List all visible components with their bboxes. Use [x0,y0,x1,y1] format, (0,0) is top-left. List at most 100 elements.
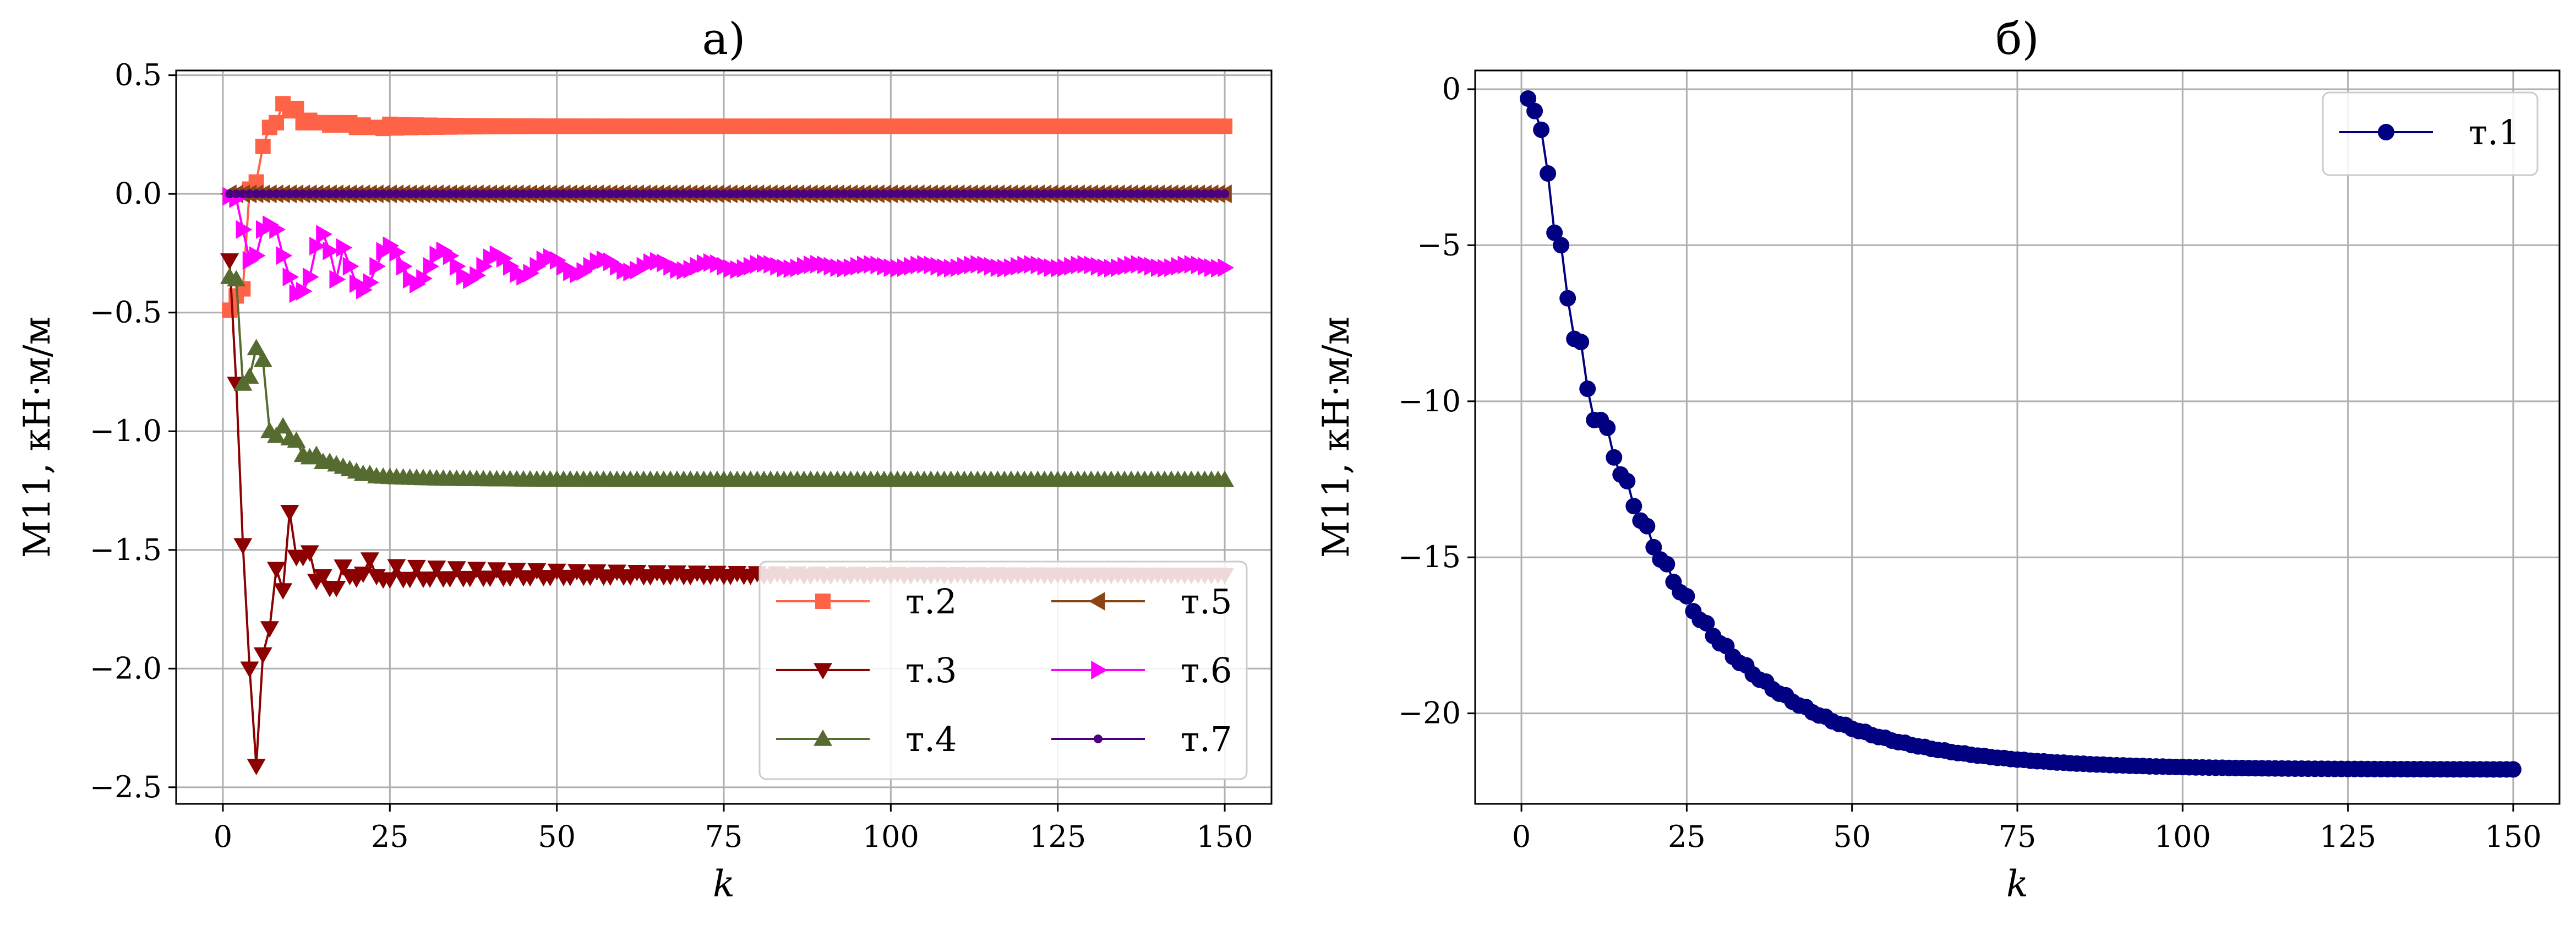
data-point-т-7-k5 [252,189,261,199]
x-tick-label-25: 25 [1668,819,1706,854]
data-point-т-6-k12 [296,281,313,301]
data-point-т-7-k57 [599,189,608,199]
x-tick-label-100: 100 [863,819,919,854]
data-point-т-3-k29 [407,559,426,576]
data-point-т-7-k10 [285,189,294,199]
data-point-т-6-k39 [476,257,493,276]
data-point-т-7-k20 [352,189,361,199]
data-point-т-7-k43 [505,189,515,199]
data-point-т-7-k27 [399,189,408,199]
legend-item-т-1: т.1 [2339,112,2520,153]
data-point-т-3-k21 [353,567,373,583]
data-point-т-3-k17 [327,580,346,597]
data-point-т-7-k11 [292,189,301,199]
legend-label-т-1: т.1 [2469,112,2520,153]
data-point-т-6-k3 [236,220,253,239]
data-point-т-7-k75 [719,189,728,199]
data-point-т-2-k150 [1217,118,1233,134]
data-point-т-1-k17 [1625,498,1642,515]
data-point-т-7-k17 [332,189,341,199]
data-point-т-7-k41 [492,189,501,199]
data-point-т-7-k76 [726,189,735,199]
data-point-т-7-k26 [392,189,401,199]
data-point-т-1-k10 [1579,380,1596,398]
legend-b: т.1 [2322,91,2539,176]
data-point-т-7-k107 [933,189,942,199]
chart-title-b: б) [1995,13,2039,64]
data-point-т-7-k24 [379,189,388,199]
data-point-т-1-k14 [1606,449,1623,466]
data-point-т-6-k15 [316,225,332,244]
data-point-т-7-k50 [552,189,561,199]
data-point-т-7-k51 [559,189,568,199]
data-point-т-6-k18 [336,238,353,257]
data-point-т-7-k52 [565,189,575,199]
data-point-т-7-k54 [579,189,588,199]
data-point-т-1-k7 [1559,290,1576,307]
data-point-т-7-k146 [1193,189,1203,199]
legend-marker-т-6 [1091,661,1107,679]
data-point-т-7-k102 [899,189,909,199]
data-point-т-7-k6 [258,189,268,199]
legend-item-т-4: т.4 [776,719,957,759]
data-point-т-1-k22 [1658,556,1676,573]
data-point-т-7-k79 [746,189,755,199]
data-point-т-4-k2 [227,270,246,287]
data-point-т-7-k140 [1153,189,1163,199]
data-point-т-2-k11 [288,100,304,116]
data-point-т-7-k45 [519,189,528,199]
data-point-т-7-k129 [1080,189,1089,199]
data-point-т-7-k28 [405,189,414,199]
series-т-6 [222,187,1235,303]
data-point-т-3-k3 [233,538,253,555]
data-point-т-7-k121 [1027,189,1036,199]
data-point-т-7-k94 [846,189,855,199]
y-tick-label-1-5: −1.5 [90,532,162,567]
data-point-т-2-k6 [255,138,271,154]
data-point-т-7-k98 [873,189,882,199]
data-point-т-3-k10 [280,505,299,521]
data-point-т-6-k10 [282,268,299,287]
data-point-т-2-k1 [222,302,238,318]
data-point-т-6-k19 [342,257,359,276]
data-point-т-7-k142 [1166,189,1176,199]
data-point-т-1-k1 [1520,90,1537,107]
data-point-т-7-k125 [1053,189,1062,199]
data-point-т-7-k21 [358,189,368,199]
data-point-т-7-k132 [1100,189,1109,199]
legend-marker-т-3 [814,663,832,679]
data-point-т-4-k8 [267,426,286,443]
grid-lines-b [1475,70,2559,804]
data-point-т-7-k87 [799,189,809,199]
x-tick-label-25: 25 [371,819,409,854]
data-point-т-6-k9 [276,246,293,265]
data-point-т-7-k115 [986,189,996,199]
y-tick-label-10: −10 [1398,384,1461,418]
data-point-т-1-k6 [1553,237,1570,254]
data-point-т-7-k85 [786,189,795,199]
data-point-т-7-k150 [1220,189,1230,199]
data-point-т-7-k110 [953,189,962,199]
data-point-т-7-k63 [639,189,648,199]
data-point-т-7-k32 [432,189,441,199]
data-point-т-3-k7 [260,621,279,638]
data-point-т-7-k105 [920,189,929,199]
data-point-т-7-k61 [626,189,635,199]
data-point-т-7-k37 [465,189,474,199]
data-point-т-1-k20 [1645,538,1662,556]
x-tick-label-150: 150 [1197,819,1253,854]
x-tick-label-125: 125 [1029,819,1086,854]
x-tick-label-50: 50 [1833,819,1871,854]
y-tick-label-0: 0 [1442,72,1461,106]
data-point-т-2-k8 [269,115,285,130]
legend-item-т-7: т.7 [1051,719,1232,759]
data-point-т-1-k13 [1599,420,1616,437]
data-point-т-7-k4 [245,189,254,199]
data-point-т-6-k23 [369,257,386,276]
data-point-т-6-k27 [396,257,413,276]
data-point-т-7-k19 [345,189,354,199]
data-point-т-7-k114 [980,189,989,199]
data-point-т-7-k59 [612,189,621,199]
data-point-т-7-k103 [906,189,915,199]
data-point-т-1-k2 [1526,102,1543,119]
